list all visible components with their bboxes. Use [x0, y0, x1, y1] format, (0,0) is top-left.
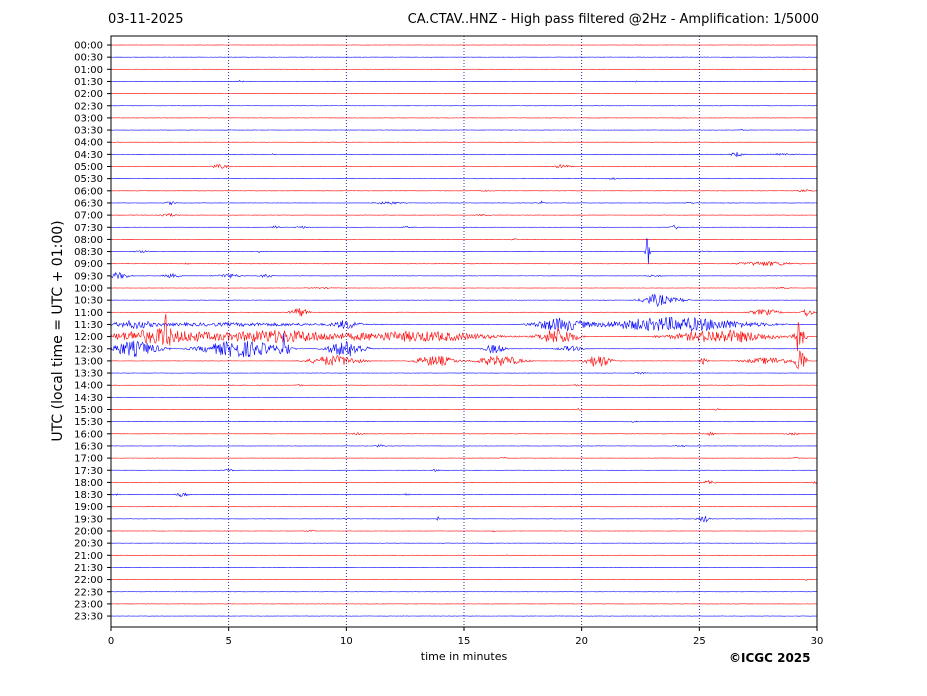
y-tick-label: 02:30 — [74, 101, 103, 112]
x-tick-label: 25 — [693, 636, 706, 647]
trace-line — [110, 444, 818, 448]
trace-line — [110, 479, 818, 485]
y-tick-label: 06:30 — [74, 198, 103, 209]
y-tick-label: 00:00 — [74, 41, 103, 52]
trace-line — [110, 129, 818, 131]
y-tick-label: 18:00 — [74, 478, 103, 489]
y-tick-label: 15:30 — [74, 417, 103, 428]
y-tick-label: 06:00 — [74, 186, 103, 197]
y-tick-label: 22:00 — [74, 575, 103, 586]
trace-line — [110, 350, 818, 370]
trace-line — [110, 224, 818, 230]
trace-line — [110, 468, 818, 472]
trace-line — [110, 200, 818, 206]
trace-line — [110, 177, 818, 180]
x-axis-label: time in minutes — [421, 650, 508, 663]
y-tick-label: 03:30 — [74, 126, 103, 137]
y-tick-label: 13:00 — [74, 356, 103, 367]
y-tick-label: 00:30 — [74, 53, 103, 64]
copyright-label: ©ICGC 2025 — [729, 651, 811, 665]
trace-line — [110, 515, 818, 523]
y-tick-label: 13:30 — [74, 369, 103, 380]
y-tick-label: 10:00 — [74, 284, 103, 295]
trace-line — [110, 212, 818, 217]
y-tick-label: 22:30 — [74, 587, 103, 598]
trace-line — [110, 189, 818, 193]
x-tick-label: 30 — [811, 636, 824, 647]
y-tick-label: 04:00 — [74, 138, 103, 149]
y-tick-label: 14:30 — [74, 393, 103, 404]
y-tick-label: 19:00 — [74, 502, 103, 513]
chart-title: CA.CTAV..HNZ - High pass filtered @2Hz -… — [407, 12, 819, 27]
trace-line — [110, 237, 818, 265]
y-tick-label: 17:00 — [74, 454, 103, 465]
trace-line — [110, 271, 818, 280]
y-tick-label: 02:00 — [74, 89, 103, 100]
y-tick-label: 04:30 — [74, 150, 103, 161]
y-tick-label: 21:00 — [74, 551, 103, 562]
y-tick-label: 08:00 — [74, 235, 103, 246]
x-tick-label: 10 — [340, 636, 353, 647]
trace-line — [110, 163, 818, 169]
date-label: 03-11-2025 — [108, 12, 184, 27]
y-tick-label: 20:30 — [74, 539, 103, 550]
plot-frame — [110, 35, 818, 628]
x-tick-label: 20 — [575, 636, 588, 647]
y-tick-label: 11:00 — [74, 308, 103, 319]
y-tick-label: 20:00 — [74, 527, 103, 538]
y-axis-label: UTC (local time = UTC + 01:00) — [50, 220, 66, 441]
y-tick-label: 23:00 — [74, 599, 103, 610]
y-tick-label: 05:00 — [74, 162, 103, 173]
y-tick-label: 10:30 — [74, 296, 103, 307]
y-tick-label: 14:00 — [74, 381, 103, 392]
y-tick-label: 03:00 — [74, 113, 103, 124]
y-tick-label: 07:30 — [74, 223, 103, 234]
y-tick-label: 12:00 — [74, 332, 103, 343]
y-tick-label: 09:00 — [74, 259, 103, 270]
x-tick-label: 15 — [458, 636, 471, 647]
y-tick-label: 08:30 — [74, 247, 103, 258]
trace-line — [110, 238, 818, 241]
y-tick-label: 15:00 — [74, 405, 103, 416]
y-tick-label: 17:30 — [74, 466, 103, 477]
trace-line — [110, 420, 818, 423]
y-tick-label: 01:30 — [74, 77, 103, 88]
trace-line — [110, 456, 818, 459]
x-tick-label: 5 — [225, 636, 231, 647]
trace-line — [110, 260, 818, 267]
y-tick-label: 16:30 — [74, 441, 103, 452]
y-tick-label: 12:30 — [74, 344, 103, 355]
y-tick-label: 23:30 — [74, 612, 103, 623]
y-tick-label: 07:00 — [74, 211, 103, 222]
y-tick-label: 09:30 — [74, 271, 103, 282]
trace-line — [110, 152, 818, 158]
y-tick-label: 18:30 — [74, 490, 103, 501]
y-tick-label: 11:30 — [74, 320, 103, 331]
trace-line — [110, 431, 817, 436]
y-tick-label: 19:30 — [74, 514, 103, 525]
grid-group — [228, 36, 700, 627]
y-tick-label: 01:00 — [74, 65, 103, 76]
x-tick-label: 0 — [108, 636, 114, 647]
y-tick-label: 05:30 — [74, 174, 103, 185]
trace-line — [110, 408, 818, 411]
y-tick-label: 21:30 — [74, 563, 103, 574]
trace-line — [110, 384, 818, 387]
y-tick-label: 16:00 — [74, 429, 103, 440]
x-tick-group: 0 5 10 15 20 25 30 — [108, 627, 824, 647]
trace-line — [110, 492, 818, 497]
